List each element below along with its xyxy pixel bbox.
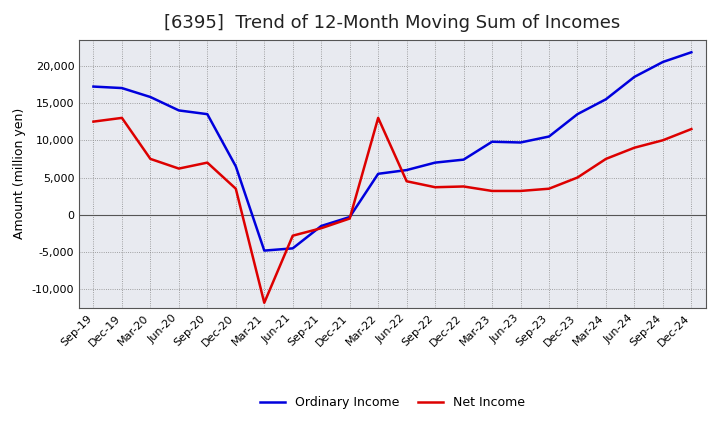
Net Income (545, 186, 554, 191)
Ordinary Income (232, 164, 240, 169)
Net Income (687, 126, 696, 132)
Net Income (459, 184, 468, 189)
Net Income (487, 188, 496, 194)
Line: Net Income: Net Income (94, 118, 691, 303)
Net Income (431, 184, 439, 190)
Net Income (573, 175, 582, 180)
Net Income (374, 115, 382, 121)
Ordinary Income (516, 140, 525, 145)
Ordinary Income (659, 59, 667, 65)
Net Income (146, 156, 155, 161)
Net Income (117, 115, 126, 121)
Y-axis label: Amount (million yen): Amount (million yen) (13, 108, 27, 239)
Ordinary Income (545, 134, 554, 139)
Net Income (402, 179, 411, 184)
Ordinary Income (289, 246, 297, 251)
Ordinary Income (146, 94, 155, 99)
Net Income (174, 166, 183, 171)
Ordinary Income (431, 160, 439, 165)
Net Income (289, 233, 297, 238)
Ordinary Income (174, 108, 183, 113)
Ordinary Income (573, 111, 582, 117)
Ordinary Income (260, 248, 269, 253)
Title: [6395]  Trend of 12-Month Moving Sum of Incomes: [6395] Trend of 12-Month Moving Sum of I… (164, 15, 621, 33)
Ordinary Income (402, 168, 411, 173)
Ordinary Income (117, 85, 126, 91)
Ordinary Income (602, 97, 611, 102)
Net Income (89, 119, 98, 124)
Ordinary Income (687, 50, 696, 55)
Ordinary Income (374, 171, 382, 176)
Ordinary Income (459, 157, 468, 162)
Ordinary Income (317, 224, 325, 229)
Ordinary Income (203, 111, 212, 117)
Net Income (260, 300, 269, 305)
Line: Ordinary Income: Ordinary Income (94, 52, 691, 251)
Net Income (659, 138, 667, 143)
Net Income (232, 186, 240, 191)
Ordinary Income (346, 214, 354, 220)
Net Income (602, 156, 611, 161)
Net Income (516, 188, 525, 194)
Net Income (317, 226, 325, 231)
Legend: Ordinary Income, Net Income: Ordinary Income, Net Income (255, 392, 530, 414)
Net Income (203, 160, 212, 165)
Ordinary Income (630, 74, 639, 80)
Ordinary Income (89, 84, 98, 89)
Net Income (630, 145, 639, 150)
Net Income (346, 216, 354, 221)
Ordinary Income (487, 139, 496, 144)
